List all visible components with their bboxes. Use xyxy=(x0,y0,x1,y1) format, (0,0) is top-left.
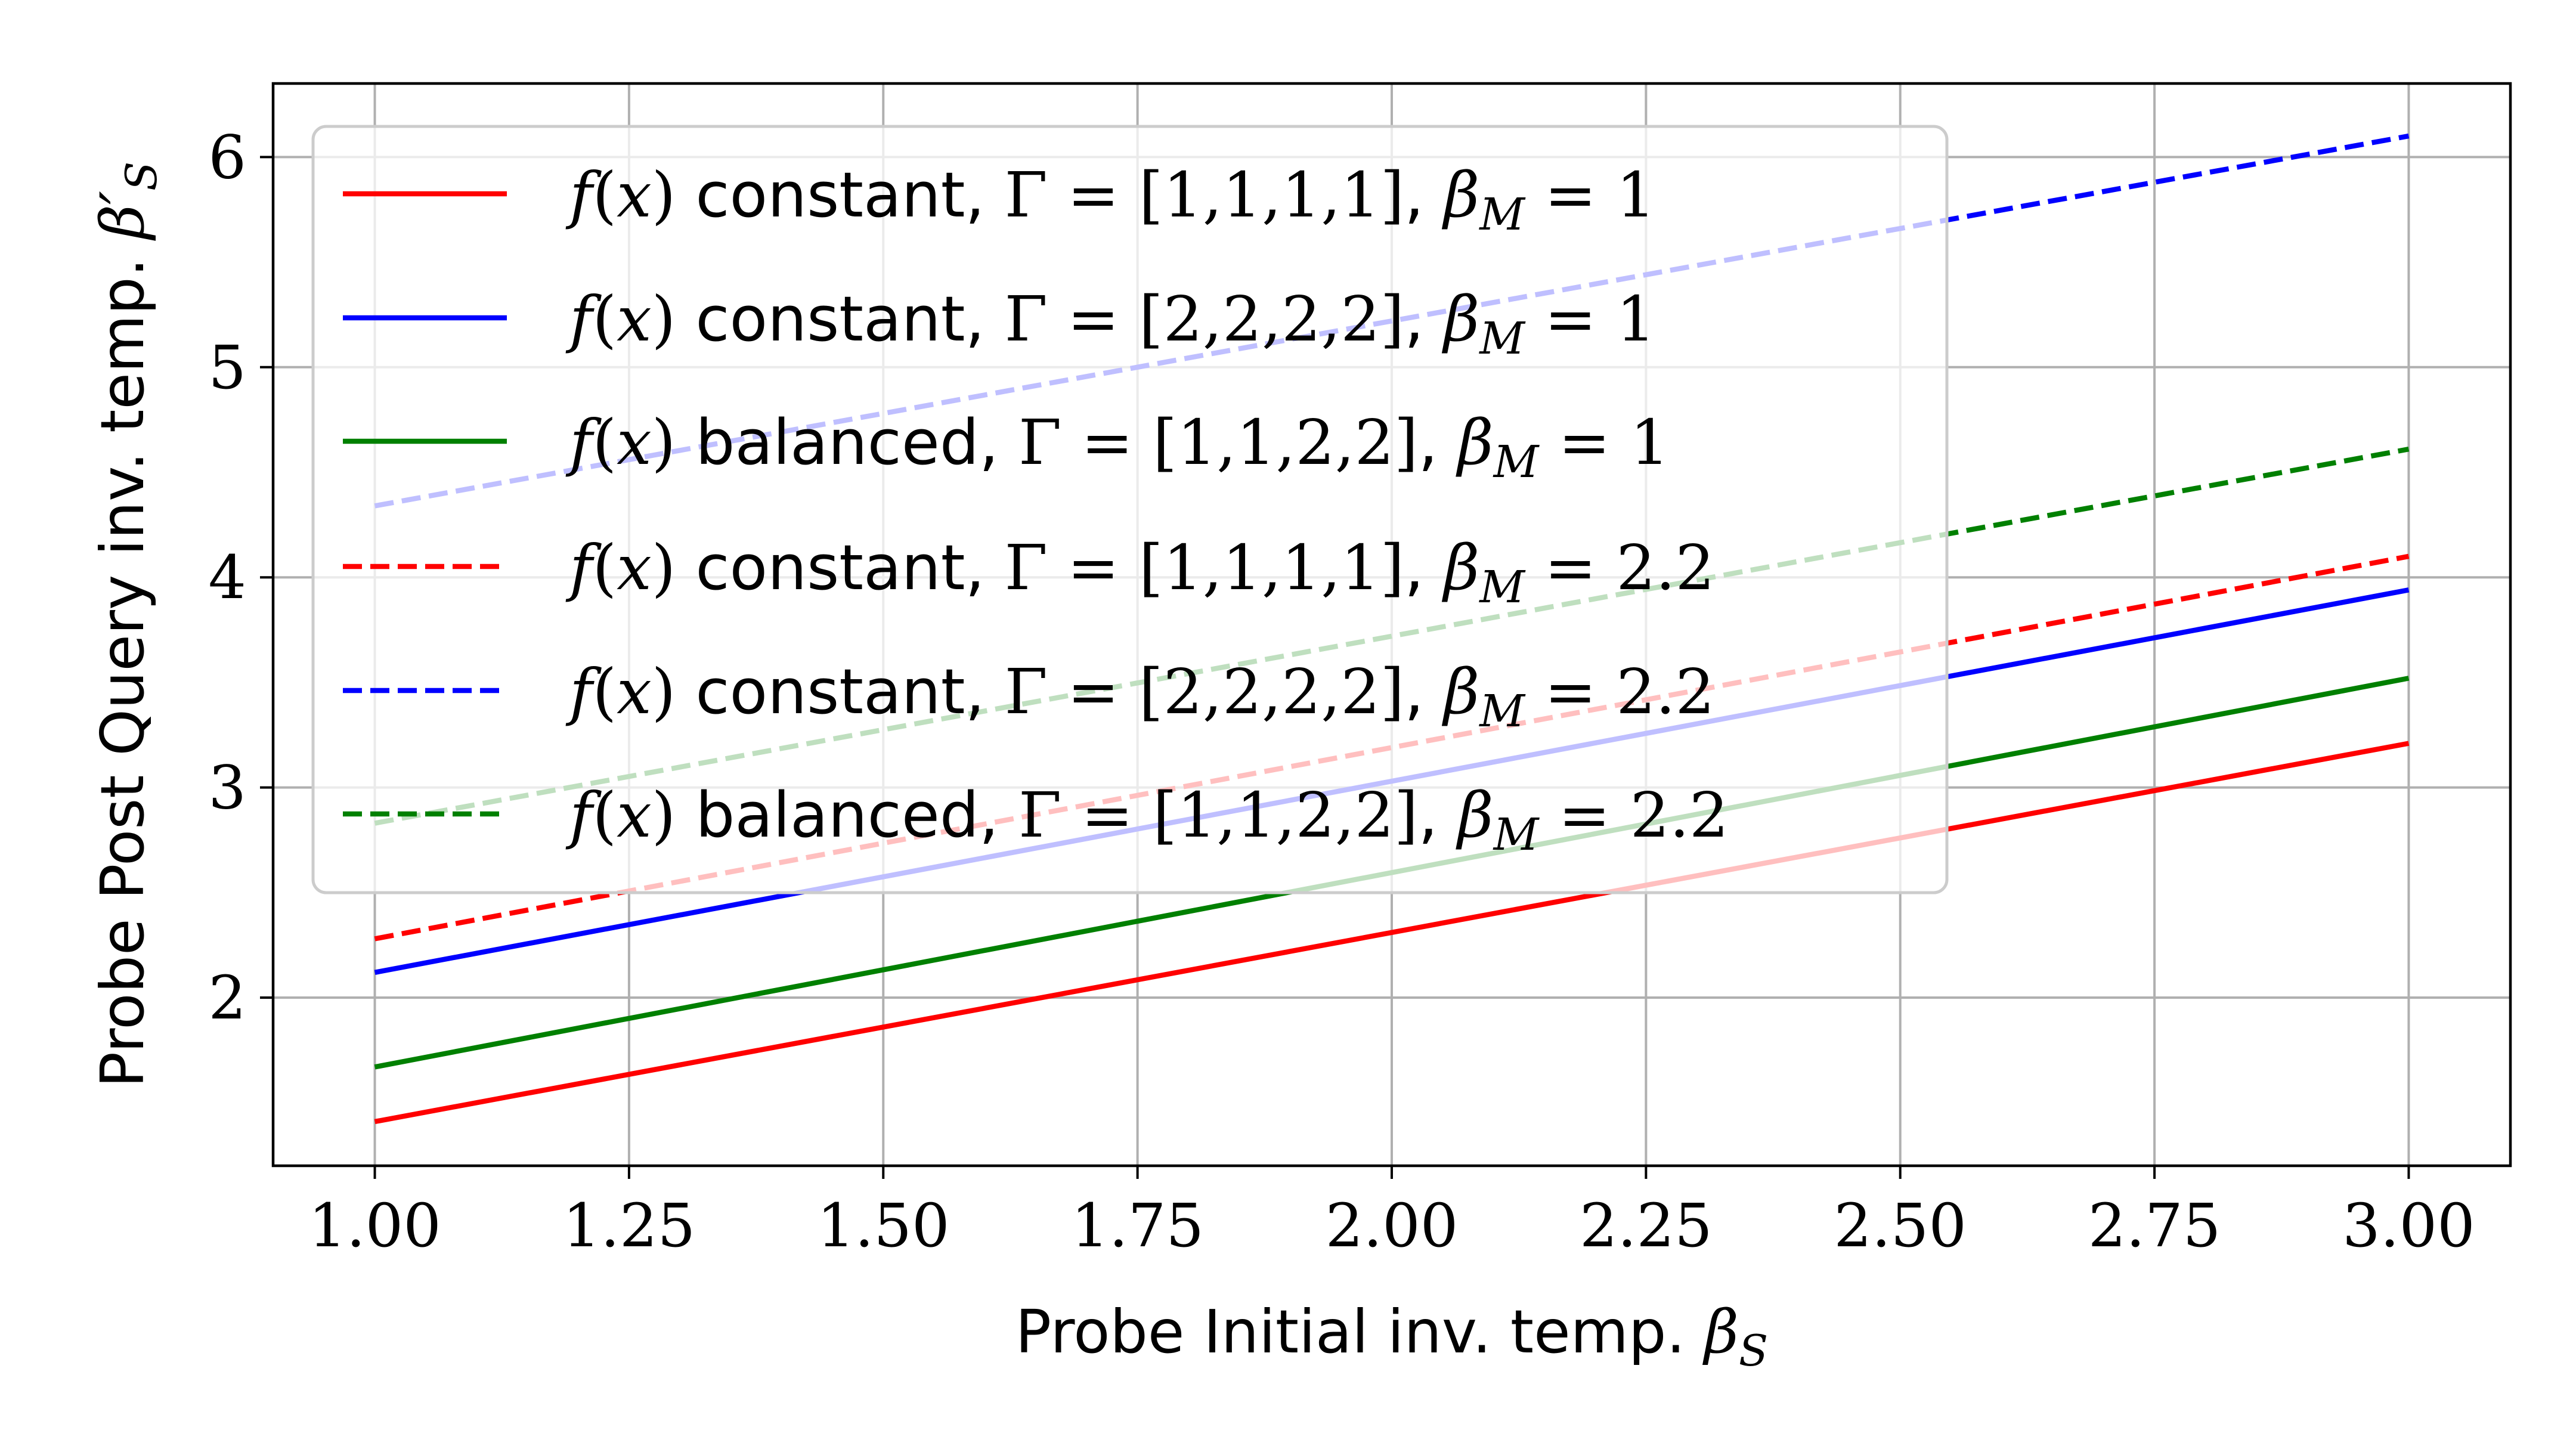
y-tick-label-0: 2 xyxy=(208,963,246,1033)
legend-label-3: f(x) constant, Γ = [1,1,1,1], βM = 2.2 xyxy=(565,531,1715,613)
legend-label-2: f(x) balanced, Γ = [1,1,2,2], βM = 1 xyxy=(565,406,1670,488)
x-tick-label-8: 3.00 xyxy=(2342,1191,2475,1261)
x-tick-label-3: 1.75 xyxy=(1071,1191,1204,1261)
x-tick-label-0: 1.00 xyxy=(308,1191,441,1261)
series-line-0 xyxy=(374,741,2410,1125)
y-tick-label-2: 4 xyxy=(208,543,246,612)
x-axis-label-text: Probe Initial inv. temp. βS xyxy=(1015,1297,1768,1376)
y-tick-label-4: 6 xyxy=(208,122,246,192)
legend-label-4: f(x) constant, Γ = [2,2,2,2], βM = 2.2 xyxy=(565,655,1715,737)
y-axis-label: Probe Post Query inv. temp. β′S xyxy=(88,162,166,1088)
x-tick-label-5: 2.25 xyxy=(1580,1191,1713,1261)
x-tick-label-7: 2.75 xyxy=(2088,1191,2221,1261)
x-tick-label-6: 2.50 xyxy=(1834,1191,1967,1261)
legend-box xyxy=(311,125,1949,894)
legend-label-5: f(x) balanced, Γ = [1,1,2,2], βM = 2.2 xyxy=(565,779,1729,860)
x-tick-label-4: 2.00 xyxy=(1326,1191,1459,1261)
axis-ticks: 1.00 1.25 1.50 1.75 2.00 2.25 2.50 2.75 3.00 2 3 4 5… xyxy=(208,122,2475,1261)
y-tick-label-3: 5 xyxy=(208,333,246,402)
y-axis-label-text: Probe Post Query inv. temp. β′S xyxy=(88,162,166,1088)
legend-label-0: f(x) constant, Γ = [1,1,1,1], βM = 1 xyxy=(565,159,1656,240)
x-tick-label-2: 1.50 xyxy=(817,1191,950,1261)
x-axis-label: Probe Initial inv. temp. βS xyxy=(1015,1297,1768,1376)
legend-label-1: f(x) constant, Γ = [2,2,2,2], βM = 1 xyxy=(565,283,1656,364)
x-tick-label-1: 1.25 xyxy=(563,1191,696,1261)
y-tick-label-1: 3 xyxy=(208,753,246,823)
legend: f(x) constant, Γ = [1,1,1,1], βM = 1 f(x)… xyxy=(311,125,1949,894)
